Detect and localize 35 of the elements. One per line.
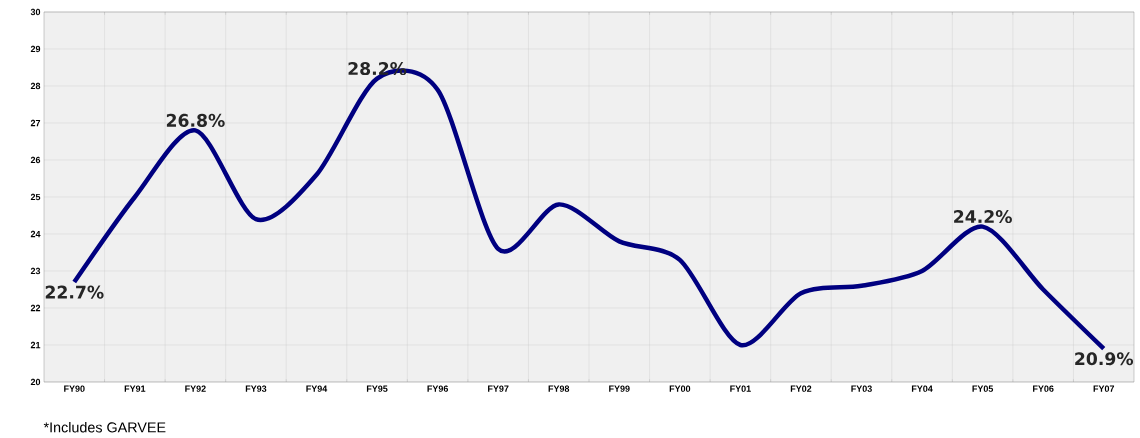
y-tick-label: 22 bbox=[30, 304, 41, 312]
x-tick-label: FY04 bbox=[911, 385, 933, 392]
y-tick-label: 25 bbox=[30, 193, 41, 201]
x-tick-label: FY90 bbox=[64, 385, 85, 392]
x-tick-label: FY01 bbox=[730, 385, 751, 392]
x-tick-label: FY99 bbox=[609, 385, 630, 392]
y-tick-label: 21 bbox=[30, 341, 41, 349]
x-tick-label: FY05 bbox=[972, 385, 994, 392]
x-tick-label: FY97 bbox=[488, 385, 509, 392]
x-tick-label: FY91 bbox=[124, 385, 146, 392]
x-tick-label: FY02 bbox=[790, 385, 812, 392]
y-tick-label: 23 bbox=[30, 267, 41, 275]
y-tick-label: 28 bbox=[30, 82, 41, 90]
y-tick-label: 26 bbox=[30, 156, 41, 164]
data-label: 20.9% bbox=[1075, 352, 1134, 366]
x-tick-label: FY98 bbox=[548, 385, 570, 392]
y-tick-label: 29 bbox=[30, 45, 41, 53]
x-tick-label: FY95 bbox=[366, 385, 388, 392]
x-tick-label: FY96 bbox=[427, 385, 448, 392]
y-tick-label: 27 bbox=[30, 119, 41, 127]
y-tick-label: 20 bbox=[30, 378, 41, 386]
x-tick-label: FY03 bbox=[851, 385, 872, 392]
text: *Includes GARVEE bbox=[43, 421, 166, 433]
data-label: 24.2% bbox=[954, 210, 1012, 224]
x-tick-label: FY06 bbox=[1033, 385, 1054, 392]
data-label: 28.2% bbox=[348, 62, 407, 76]
x-tick-label: FY93 bbox=[245, 385, 267, 392]
data-label: 22.7% bbox=[45, 285, 104, 299]
y-tick-label: 24 bbox=[30, 230, 41, 238]
x-tick-label: FY94 bbox=[306, 385, 328, 392]
data-label: 26.8% bbox=[166, 113, 225, 127]
y-tick-label: 30 bbox=[30, 8, 41, 16]
x-tick-label: FY07 bbox=[1093, 385, 1115, 392]
x-tick-label: FY92 bbox=[185, 385, 206, 392]
x-tick-label: FY00 bbox=[669, 385, 691, 392]
